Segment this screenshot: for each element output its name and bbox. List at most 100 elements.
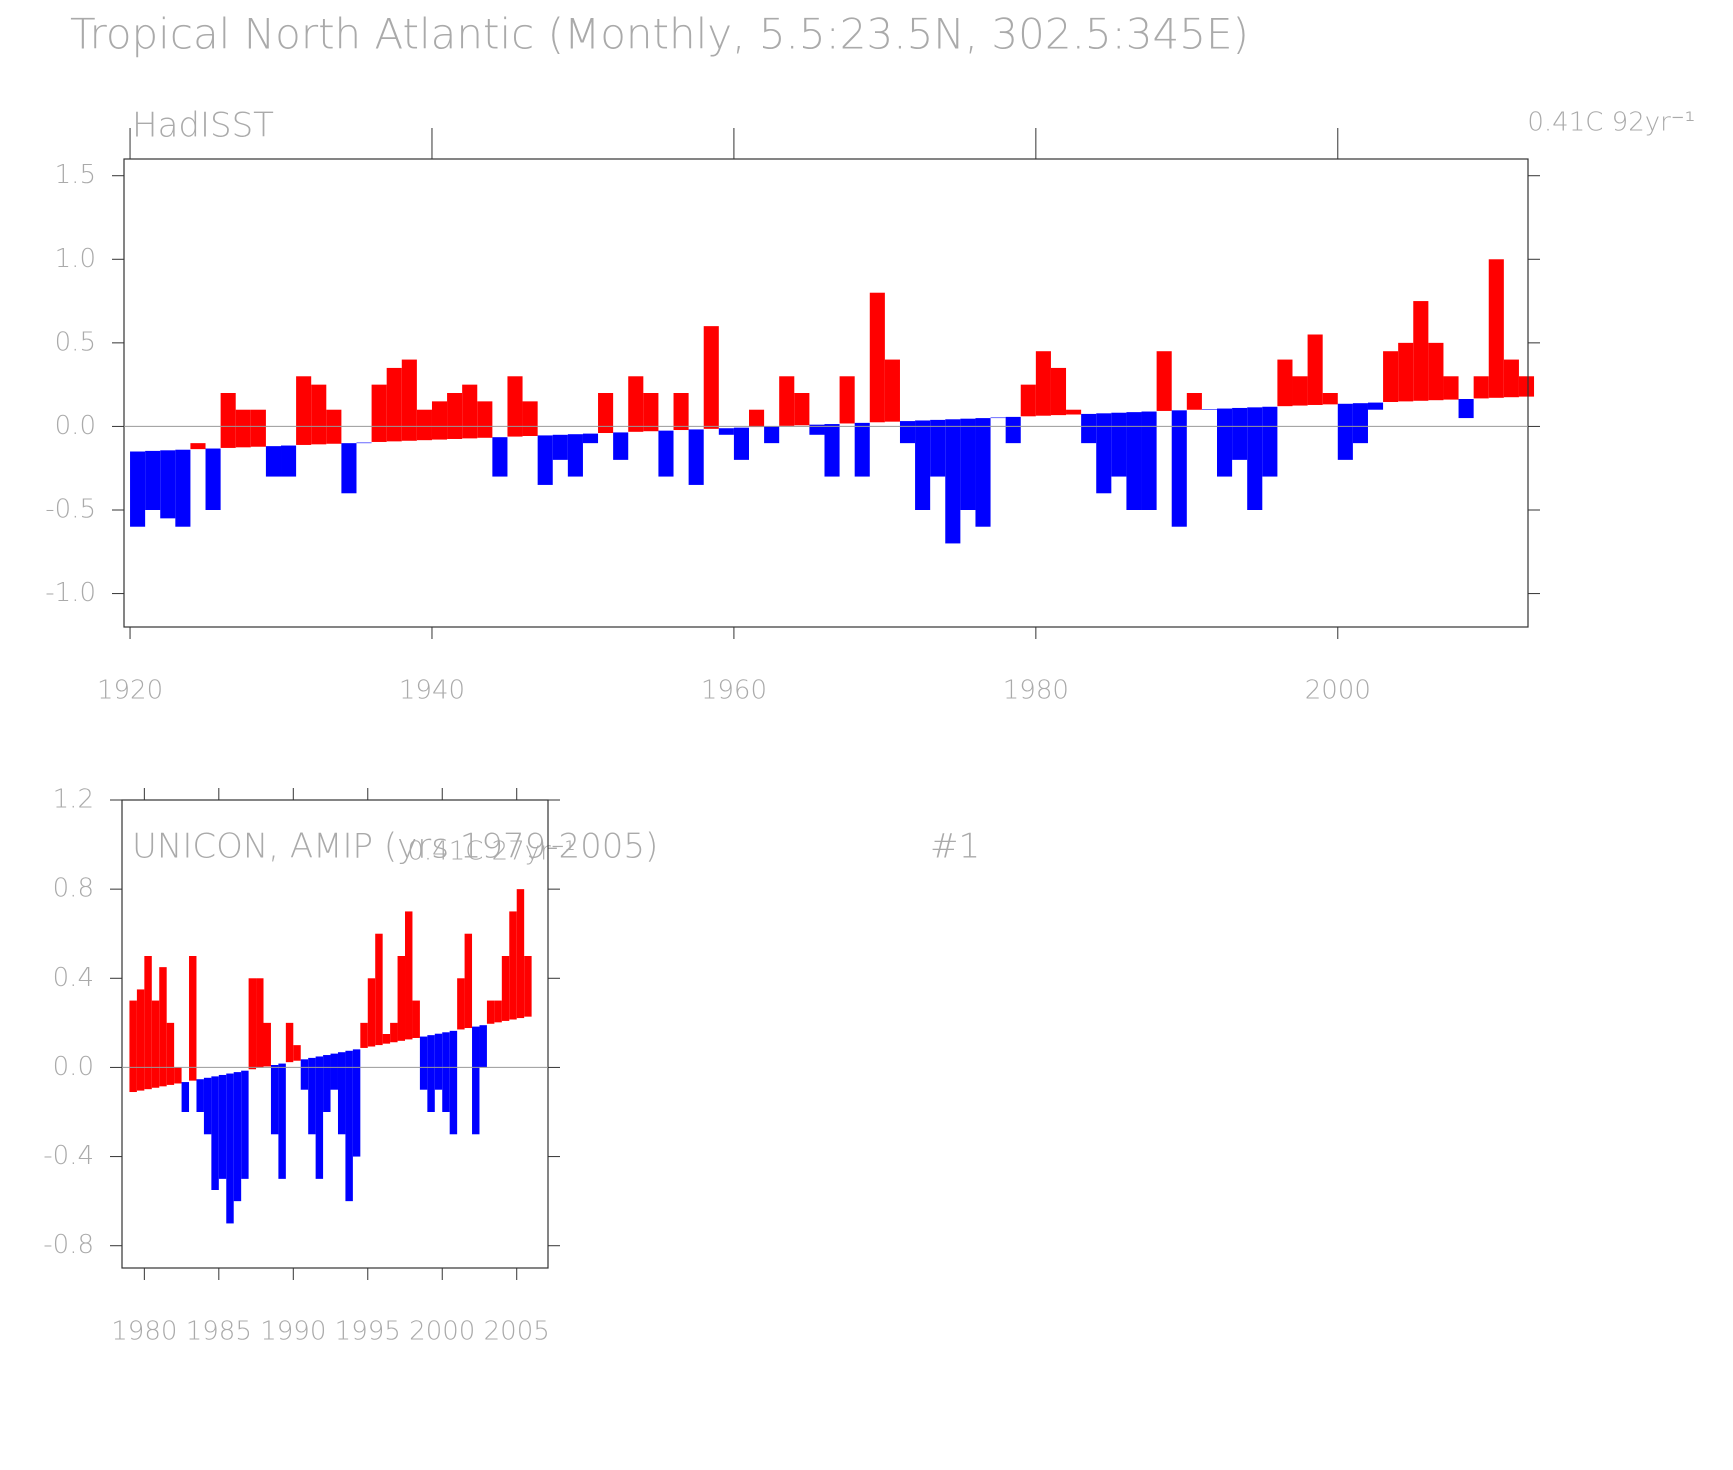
bar (220, 393, 236, 448)
bar (1352, 403, 1368, 444)
bar (749, 409, 765, 428)
bar (166, 1022, 175, 1085)
bar (507, 376, 523, 437)
bar (552, 434, 568, 460)
x-tick-label: 2000 (409, 1317, 475, 1347)
bar (256, 978, 264, 1068)
bar (673, 393, 689, 431)
y-tick-label: -1.0 (45, 578, 96, 608)
x-tick-label: 1940 (399, 676, 465, 706)
bar (492, 437, 508, 477)
bar (190, 443, 206, 450)
bar (1201, 409, 1218, 410)
bar (1217, 408, 1233, 477)
x-tick-label: 1980 (1003, 676, 1069, 706)
bar (1398, 342, 1414, 402)
bar (1367, 402, 1384, 410)
bar (990, 417, 1006, 419)
bar (1413, 301, 1429, 401)
bar (1443, 376, 1459, 400)
panel-title: UNICON, AMIP (yrs 1979-2005) (132, 827, 658, 867)
bar (285, 1022, 294, 1063)
bar (1186, 393, 1202, 410)
bar (130, 451, 146, 527)
bar (360, 1022, 368, 1048)
plot-frame (123, 158, 1529, 628)
bar (337, 1052, 346, 1135)
bar (371, 384, 387, 442)
bar (1307, 334, 1323, 405)
bar (779, 376, 795, 426)
bar (203, 1077, 212, 1135)
bar (311, 384, 327, 445)
x-tick-label: 1920 (97, 676, 163, 706)
bar (434, 1033, 443, 1090)
bar (1262, 406, 1278, 477)
bar (1035, 351, 1051, 416)
bar (431, 401, 448, 440)
y-tick-label: 0.4 (53, 963, 94, 993)
bar (189, 956, 197, 1081)
bar (226, 1073, 234, 1224)
bar (281, 445, 297, 477)
y-tick-label: -0.4 (43, 1141, 94, 1171)
bar (442, 1032, 450, 1112)
bar (250, 409, 266, 447)
bar (477, 401, 493, 438)
bar (144, 956, 152, 1090)
bar (567, 434, 583, 477)
bar (472, 1026, 480, 1135)
bar (293, 1045, 301, 1061)
bar (1156, 351, 1172, 411)
bar (1518, 376, 1535, 397)
bar (308, 1057, 316, 1135)
bar (718, 428, 734, 435)
y-tick-label: -0.5 (45, 495, 96, 525)
bar (159, 967, 167, 1087)
bar (1503, 359, 1519, 398)
bar (1005, 416, 1021, 444)
bar (375, 933, 383, 1046)
bar (613, 432, 629, 460)
bar (479, 1025, 487, 1068)
bar (462, 384, 478, 439)
bar (390, 1022, 398, 1043)
bar (899, 421, 916, 444)
bar (486, 1000, 495, 1024)
bar (296, 376, 312, 445)
bar (915, 420, 931, 510)
bar (930, 419, 946, 477)
bar (241, 1070, 249, 1179)
bar (1473, 376, 1489, 399)
bar (315, 1056, 324, 1179)
bar (367, 978, 376, 1047)
y-tick-label: 1.5 (55, 160, 96, 190)
y-tick-label: 0.5 (55, 327, 96, 357)
bar (1050, 367, 1067, 416)
x-tick-label: 2000 (1305, 676, 1371, 706)
y-tick-label: 1.0 (55, 244, 96, 274)
bar (537, 435, 553, 485)
bar (449, 1030, 458, 1135)
bar (386, 367, 402, 442)
bar (1126, 412, 1142, 510)
bar (516, 889, 525, 1019)
y-tick-label: -0.8 (43, 1230, 94, 1260)
bar (1171, 410, 1187, 527)
bar (330, 1053, 338, 1090)
plot-frame (121, 799, 549, 1269)
bar (494, 1000, 502, 1023)
bar (457, 978, 465, 1030)
bar (703, 326, 719, 429)
bar (582, 433, 599, 444)
bar (263, 1022, 271, 1067)
bar (401, 359, 417, 441)
bar (345, 1050, 353, 1202)
x-tick-label: 1990 (260, 1317, 326, 1347)
bar (1488, 259, 1504, 398)
bar (764, 426, 780, 444)
bar (235, 409, 251, 448)
trend-annotation: 0.41C 27yr⁻¹ (407, 837, 575, 867)
bar (643, 393, 659, 432)
